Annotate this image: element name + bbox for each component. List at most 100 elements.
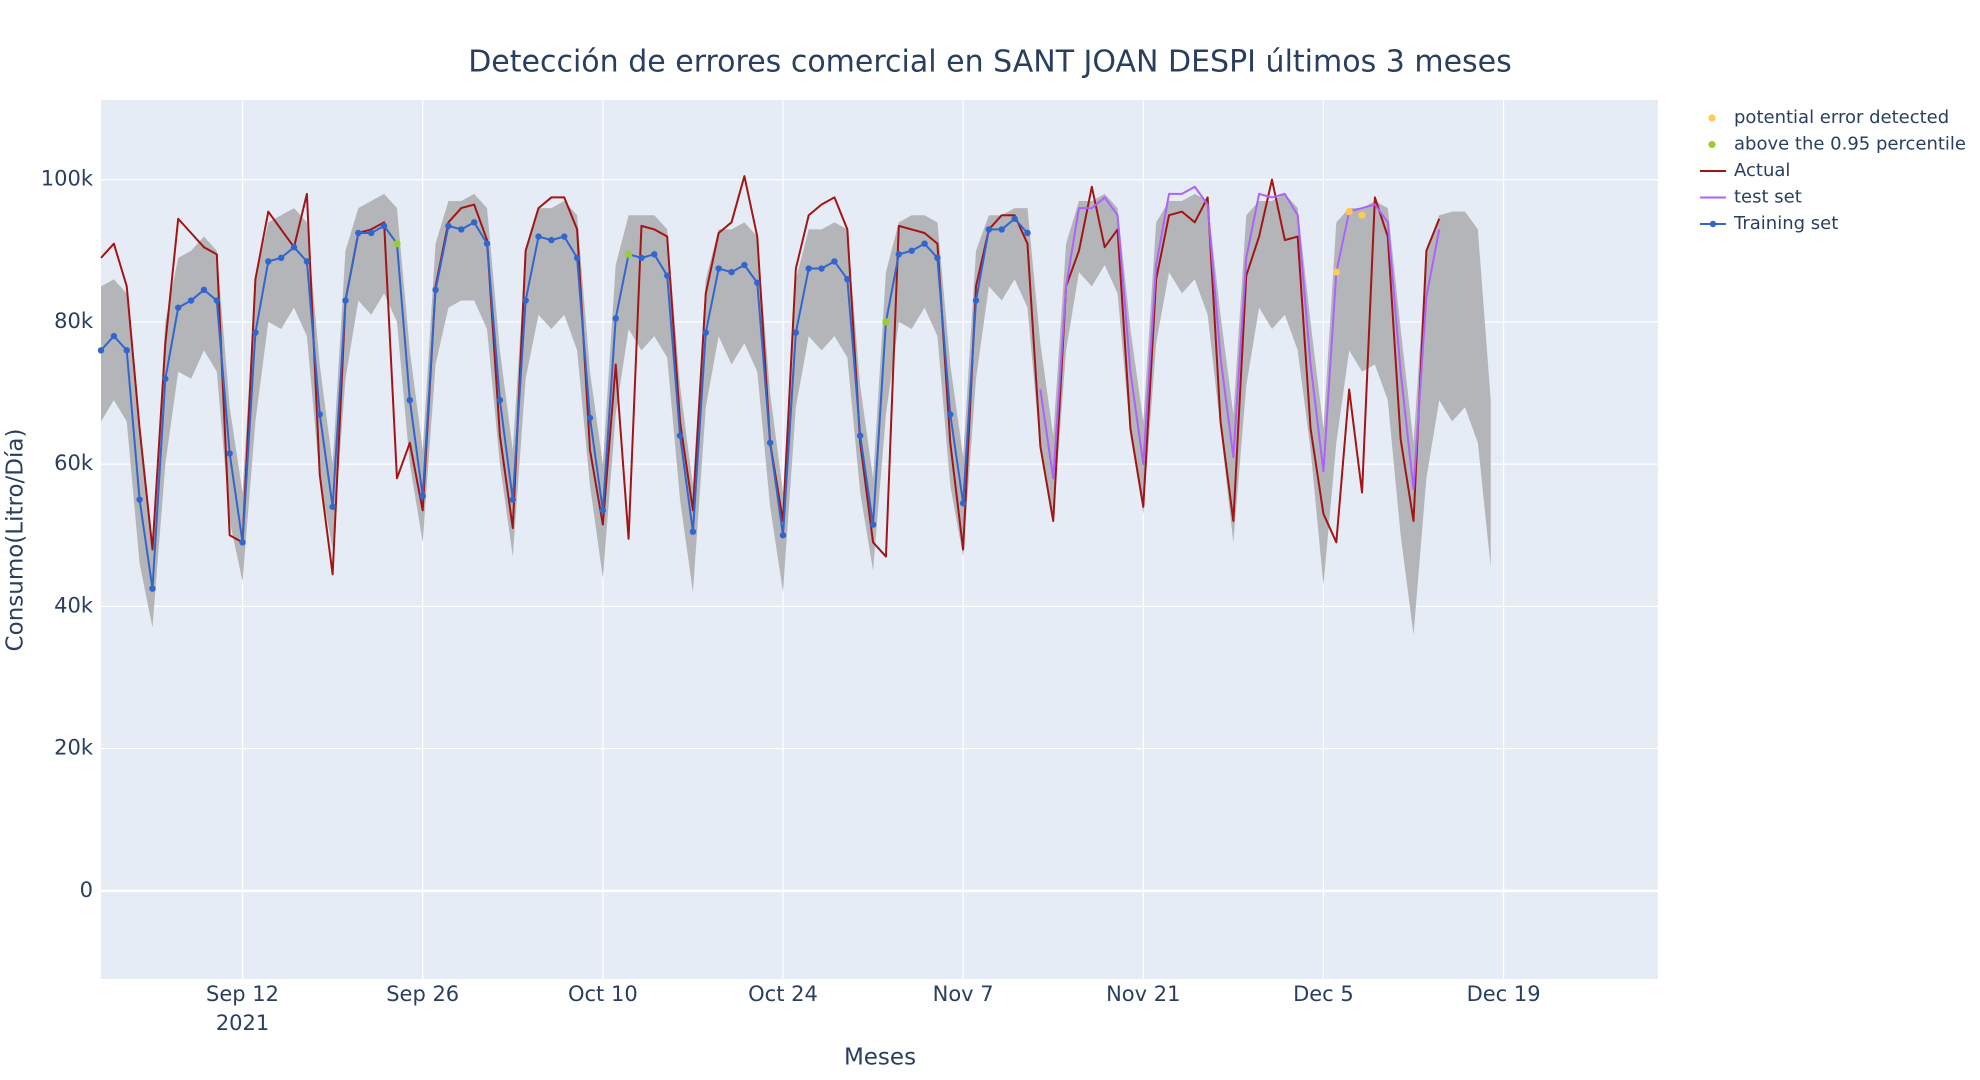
series-marker	[316, 411, 323, 418]
error-marker	[1332, 268, 1340, 276]
y-tick-label: 0	[80, 878, 93, 902]
x-tick-label: Oct 10	[568, 982, 638, 1006]
series-marker	[470, 219, 478, 226]
series-marker	[715, 265, 722, 272]
series-marker	[1024, 229, 1031, 237]
x-tick-label: Sep 12	[206, 982, 279, 1006]
series-marker	[290, 244, 298, 251]
y-tick-label: 60k	[54, 451, 94, 475]
series-line	[1039, 185, 1441, 491]
series-marker	[239, 539, 246, 546]
series-marker	[728, 268, 735, 276]
series-marker	[548, 236, 555, 244]
y-tick-label: 100k	[41, 167, 94, 191]
legend-marker	[1708, 140, 1716, 149]
series-marker	[522, 297, 529, 304]
series-marker	[187, 297, 195, 304]
series-marker	[483, 240, 491, 247]
legend-label[interactable]: Actual	[1734, 160, 1790, 181]
series-marker	[921, 240, 928, 247]
error-marker	[882, 318, 890, 326]
series-marker	[805, 265, 812, 272]
series-marker	[998, 226, 1005, 233]
series-marker	[985, 226, 993, 233]
series-marker	[561, 233, 568, 240]
series-marker	[136, 496, 143, 503]
series-marker	[97, 347, 105, 354]
series-marker	[419, 492, 426, 500]
series-marker	[1011, 215, 1018, 222]
series-marker	[741, 261, 748, 269]
series-marker	[869, 521, 877, 528]
x-tick-year: 2021	[216, 1011, 269, 1035]
series-marker	[959, 500, 967, 507]
series-marker	[586, 414, 594, 422]
x-tick-label: Nov 21	[1106, 982, 1180, 1006]
series-marker	[535, 233, 542, 240]
x-tick-label: Dec 19	[1467, 982, 1541, 1006]
series-marker	[754, 279, 761, 286]
series-marker	[368, 229, 375, 237]
series-marker	[432, 286, 439, 294]
series-marker	[856, 432, 864, 439]
series-marker	[458, 226, 465, 233]
series-marker	[149, 585, 156, 592]
series-marker	[831, 258, 838, 265]
series-marker	[355, 229, 362, 237]
series-marker	[766, 439, 774, 446]
legend-label[interactable]: above the 0.95 percentile	[1734, 134, 1966, 155]
chart-title: Detección de errores comercial en SANT J…	[468, 45, 1512, 80]
x-tick-label: Nov 7	[933, 982, 994, 1006]
series-marker	[599, 507, 607, 514]
series-marker	[329, 503, 336, 510]
legend-marker	[1708, 114, 1716, 122]
series-marker	[162, 375, 169, 382]
series-marker	[895, 251, 903, 258]
confidence-band	[101, 193, 1491, 635]
series-marker	[445, 222, 452, 230]
legend-label[interactable]: Training set	[1733, 213, 1838, 234]
series-marker	[213, 297, 221, 304]
series-marker	[844, 276, 851, 283]
series-marker	[303, 258, 311, 265]
x-tick-label: Sep 26	[386, 982, 459, 1006]
y-tick-label: 80k	[54, 309, 94, 333]
error-marker	[624, 250, 633, 258]
series-marker	[200, 286, 208, 294]
series-marker	[342, 297, 349, 304]
legend-label[interactable]: test set	[1734, 187, 1802, 208]
x-tick-label: Oct 24	[748, 982, 818, 1006]
series-marker	[406, 396, 414, 404]
series-marker	[277, 254, 285, 262]
error-marker	[1345, 208, 1353, 216]
series-marker	[380, 222, 388, 230]
series-marker	[947, 411, 954, 418]
series-marker	[612, 315, 619, 322]
series-marker	[689, 528, 697, 535]
series-marker	[792, 329, 800, 336]
series-marker	[651, 251, 658, 258]
error-marker	[1358, 211, 1366, 219]
series-marker	[573, 254, 581, 262]
y-tick-label: 40k	[54, 593, 94, 617]
series-marker	[265, 258, 272, 265]
series-marker	[676, 432, 684, 439]
series-marker	[779, 532, 787, 539]
error-marker	[393, 240, 401, 248]
series-marker	[934, 254, 941, 262]
x-axis-title: Meses	[844, 1045, 916, 1071]
y-tick-label: 20k	[54, 736, 94, 760]
y-axis-title: Consumo(Litro/Día)	[3, 429, 29, 652]
series-marker	[123, 347, 130, 354]
series-marker	[818, 265, 825, 272]
legend-marker	[1709, 220, 1717, 228]
series-marker	[509, 496, 516, 503]
legend-label[interactable]: potential error detected	[1734, 107, 1949, 128]
series-marker	[226, 450, 233, 457]
series-marker	[175, 304, 182, 311]
series-marker	[252, 329, 259, 336]
series-marker	[496, 396, 504, 404]
series-marker	[110, 332, 118, 340]
series-marker	[702, 329, 709, 336]
